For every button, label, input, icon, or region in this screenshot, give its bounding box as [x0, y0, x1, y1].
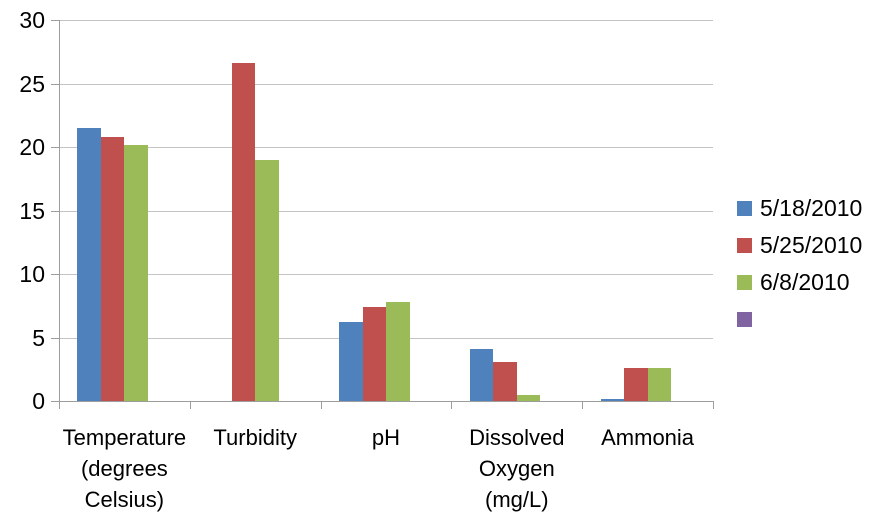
gridline	[59, 274, 713, 275]
y-tick-label: 20	[19, 134, 45, 160]
legend-swatch	[737, 311, 752, 327]
bar	[493, 361, 517, 401]
legend-swatch	[737, 200, 752, 216]
legend-item: 5/25/2010	[737, 232, 862, 258]
bar	[624, 368, 648, 401]
category-label-line: (degrees	[80, 456, 168, 481]
category-label-line: Celsius)	[84, 487, 165, 512]
gridline	[59, 20, 713, 21]
y-tick-label: 15	[19, 198, 45, 224]
bar	[255, 159, 279, 401]
y-tick-label: 5	[32, 325, 45, 351]
x-axis-tick	[451, 401, 452, 409]
category-label-line: pH	[371, 425, 401, 450]
category-label-line: Temperature	[62, 425, 187, 450]
category-label: Ammonia	[570, 422, 725, 453]
bar	[124, 144, 148, 401]
legend-label: 5/18/2010	[760, 194, 863, 221]
category-label-line: Oxygen	[478, 456, 555, 481]
gridline	[59, 84, 713, 85]
category-label-line: Turbidity	[213, 425, 297, 450]
x-axis-tick	[190, 401, 191, 409]
bar	[231, 63, 256, 401]
category-label: pH	[309, 422, 464, 453]
x-axis-line	[59, 401, 713, 402]
y-axis-tick	[51, 211, 59, 212]
legend-label: 6/8/2010	[760, 268, 850, 295]
x-axis-tick	[59, 401, 60, 409]
legend-item: 6/8/2010	[737, 269, 850, 295]
y-tick-label: 0	[32, 388, 45, 414]
y-tick-label: 25	[19, 71, 45, 97]
y-axis-tick	[51, 338, 59, 339]
category-label: Turbidity	[178, 422, 333, 453]
y-axis-tick	[51, 20, 59, 21]
category-label: Temperature (degrees Celsius)	[47, 422, 202, 515]
y-axis-tick	[51, 274, 59, 275]
y-axis-line	[59, 20, 60, 401]
bar	[600, 398, 625, 401]
bar	[647, 368, 672, 401]
bar	[362, 307, 386, 401]
category-label-line: Dissolved	[469, 425, 565, 450]
category-label-line: Ammonia	[601, 425, 695, 450]
legend-swatch	[737, 274, 752, 290]
legend-label: 5/25/2010	[760, 231, 863, 258]
bar	[386, 301, 410, 401]
y-axis-tick	[51, 401, 59, 402]
y-tick-label: 10	[19, 261, 45, 287]
y-tick-label: 30	[19, 7, 45, 33]
category-label-line: (mg/L)	[485, 487, 549, 512]
x-axis-tick	[321, 401, 322, 409]
category-label: Dissolved Oxygen (mg/L)	[439, 422, 594, 515]
gridline	[59, 147, 713, 148]
x-axis-tick	[713, 401, 714, 409]
bar	[469, 348, 494, 401]
legend-item	[737, 311, 752, 327]
bar	[516, 394, 541, 401]
legend-swatch	[737, 237, 752, 253]
bar	[100, 136, 125, 401]
bar	[77, 127, 101, 401]
y-axis-tick	[51, 84, 59, 85]
bar	[339, 322, 363, 401]
legend-item: 5/18/2010	[737, 195, 862, 221]
y-axis-tick	[51, 147, 59, 148]
x-axis-tick	[582, 401, 583, 409]
gridline	[59, 211, 713, 212]
